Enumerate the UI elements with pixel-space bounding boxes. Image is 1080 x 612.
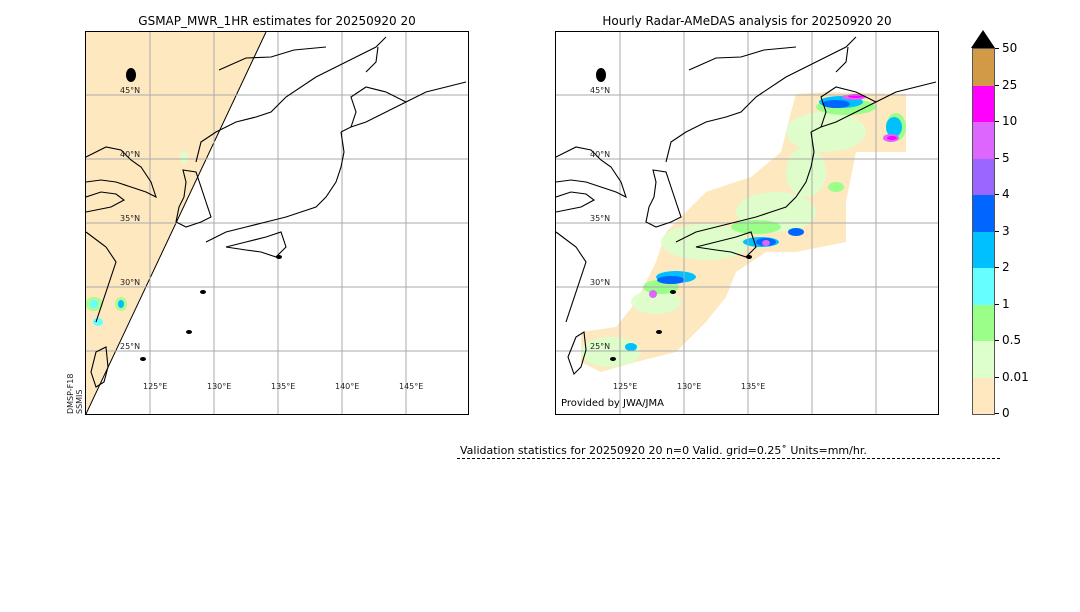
validation-statistics: Validation statistics for 20250920 20 n=… [457, 444, 1000, 459]
colorbar-tick: 5 [995, 151, 1010, 165]
colorbar-segment-4-5 [973, 158, 994, 195]
lat-label-45: 45°N [590, 86, 611, 95]
colorbar-segment-10-25 [973, 85, 994, 122]
colorbar-tick: 10 [995, 114, 1017, 128]
colorbar-segment-25-50 [973, 49, 994, 86]
lat-label-30: 30°N [120, 278, 141, 287]
satellite-label: DMSP-F18 SSMIS [66, 374, 84, 414]
lat-label-25: 25°N [120, 342, 141, 351]
left-panel-title: GSMAP_MWR_1HR estimates for 20250920 20 [138, 14, 416, 28]
coastlines [556, 36, 937, 376]
colorbar-tick: 0.5 [995, 333, 1021, 347]
colorbar-segment-0-0.01 [973, 377, 994, 414]
lat-label-30: 30°N [590, 278, 611, 287]
colorbar-tick: 4 [995, 187, 1010, 201]
coastlines [86, 36, 467, 388]
data-credit: Provided by JWA/JMA [561, 398, 664, 409]
lon-label-125: 125°E [143, 382, 168, 391]
colorbar-segment-3-4 [973, 195, 994, 232]
lat-label-40: 40°N [590, 150, 611, 159]
colorbar [972, 48, 995, 415]
lat-label-40: 40°N [120, 150, 141, 159]
colorbar-tick: 0.01 [995, 370, 1029, 384]
lon-label-130: 130°E [677, 382, 702, 391]
lat-label-25: 25°N [590, 342, 611, 351]
left-map-canvas [86, 32, 468, 414]
colorbar-segment-0.01-0.5 [973, 341, 994, 378]
satellite-name: DMSP-F18 [66, 373, 75, 414]
colorbar-tick: 0 [995, 406, 1010, 420]
right-map: 45°N 40°N 35°N 30°N 25°N 125°E 130°E 135… [555, 31, 939, 415]
lat-label-35: 35°N [590, 214, 611, 223]
colorbar-segment-0.5-1 [973, 304, 994, 341]
lon-label-125: 125°E [613, 382, 638, 391]
colorbar-tick: 2 [995, 260, 1010, 274]
lon-label-130: 130°E [207, 382, 232, 391]
lon-label-145: 145°E [399, 382, 424, 391]
lon-label-135: 135°E [271, 382, 296, 391]
lon-label-140: 140°E [335, 382, 360, 391]
sensor-name: SSMIS [75, 389, 84, 415]
right-panel-title: Hourly Radar-AMeDAS analysis for 2025092… [602, 14, 892, 28]
colorbar-tick: 25 [995, 78, 1017, 92]
right-map-canvas [556, 32, 938, 414]
colorbar-segment-1-2 [973, 268, 994, 305]
lat-label-45: 45°N [120, 86, 141, 95]
colorbar-tick: 50 [995, 41, 1017, 55]
left-map: 45°N 40°N 35°N 30°N 25°N 125°E 130°E 135… [85, 31, 469, 415]
lon-label-135: 135°E [741, 382, 766, 391]
colorbar-extend-arrow [971, 30, 995, 48]
colorbar-tick: 1 [995, 297, 1010, 311]
colorbar-tick: 3 [995, 224, 1010, 238]
lat-label-35: 35°N [120, 214, 141, 223]
colorbar-segment-2-3 [973, 231, 994, 268]
colorbar-segment-5-10 [973, 122, 994, 159]
